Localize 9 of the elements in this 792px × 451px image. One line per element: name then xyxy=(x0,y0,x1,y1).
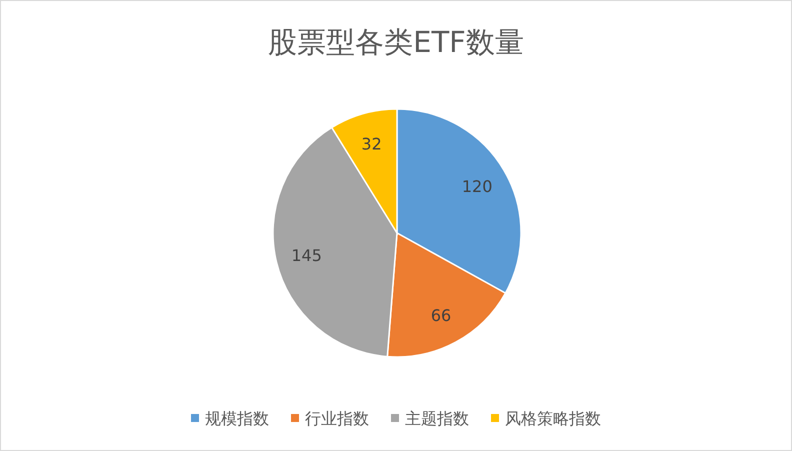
chart-title: 股票型各类ETF数量 xyxy=(268,25,524,59)
legend-label: 规模指数 xyxy=(205,409,269,428)
data-label: 32 xyxy=(361,134,382,154)
data-label: 120 xyxy=(462,176,492,196)
data-label: 145 xyxy=(291,246,322,265)
legend-label: 行业指数 xyxy=(305,409,369,428)
legend-label: 风格策略指数 xyxy=(505,409,601,428)
legend-label: 主题指数 xyxy=(405,409,469,428)
data-label: 66 xyxy=(430,306,452,325)
